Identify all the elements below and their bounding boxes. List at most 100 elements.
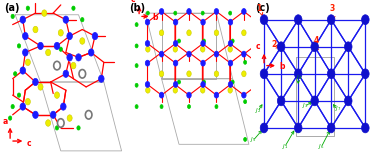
Circle shape (77, 126, 80, 130)
Text: $J_6$: $J_6$ (319, 142, 325, 151)
Circle shape (159, 71, 164, 77)
Circle shape (260, 69, 268, 79)
Text: c: c (255, 42, 260, 51)
Circle shape (54, 42, 60, 50)
Circle shape (311, 96, 319, 106)
Circle shape (174, 60, 178, 66)
Circle shape (228, 41, 233, 46)
Circle shape (203, 39, 206, 43)
Circle shape (17, 93, 21, 97)
Circle shape (63, 70, 69, 77)
Circle shape (203, 80, 206, 84)
Circle shape (145, 19, 150, 25)
Circle shape (135, 105, 138, 109)
Circle shape (17, 44, 21, 48)
Circle shape (214, 51, 219, 57)
Circle shape (63, 16, 69, 23)
Circle shape (160, 105, 163, 109)
Circle shape (57, 119, 64, 127)
Circle shape (50, 111, 56, 118)
Circle shape (361, 69, 369, 79)
Circle shape (187, 30, 191, 36)
Circle shape (20, 67, 26, 74)
Circle shape (58, 30, 64, 36)
Text: $J_5$: $J_5$ (250, 135, 257, 144)
Circle shape (277, 42, 285, 52)
Circle shape (20, 16, 26, 23)
Circle shape (174, 11, 177, 15)
Circle shape (187, 51, 191, 57)
Text: $J_7$: $J_7$ (335, 104, 342, 113)
Circle shape (311, 42, 319, 52)
Circle shape (8, 116, 12, 120)
Circle shape (294, 15, 302, 25)
Circle shape (228, 82, 233, 87)
Circle shape (25, 59, 30, 66)
Circle shape (135, 64, 138, 68)
Circle shape (327, 123, 335, 133)
Circle shape (79, 70, 85, 78)
Circle shape (231, 80, 234, 84)
Circle shape (173, 46, 178, 52)
Circle shape (67, 32, 73, 40)
Text: $J_2$: $J_2$ (255, 105, 262, 114)
Circle shape (201, 11, 204, 15)
Circle shape (71, 62, 76, 69)
Circle shape (187, 105, 191, 109)
Circle shape (80, 38, 85, 44)
Circle shape (76, 54, 81, 61)
Circle shape (81, 18, 84, 22)
Circle shape (187, 92, 191, 98)
Circle shape (214, 9, 219, 14)
Circle shape (174, 19, 178, 25)
Circle shape (344, 42, 352, 52)
Circle shape (92, 32, 98, 40)
Circle shape (145, 60, 150, 66)
Circle shape (327, 15, 335, 25)
Circle shape (361, 15, 369, 25)
Circle shape (14, 72, 17, 76)
Circle shape (146, 11, 149, 15)
Circle shape (201, 82, 205, 87)
Circle shape (54, 92, 59, 98)
Circle shape (229, 11, 232, 15)
Circle shape (174, 82, 178, 87)
Circle shape (33, 111, 38, 118)
Circle shape (159, 30, 164, 36)
Text: (c): (c) (255, 3, 270, 13)
Circle shape (33, 26, 38, 33)
Circle shape (200, 46, 205, 52)
Circle shape (242, 30, 246, 36)
Circle shape (54, 61, 60, 70)
Circle shape (187, 71, 191, 77)
Circle shape (88, 49, 94, 56)
Circle shape (344, 96, 352, 106)
Text: $J_3$: $J_3$ (302, 101, 309, 110)
Circle shape (20, 103, 26, 110)
Circle shape (159, 51, 164, 57)
Circle shape (178, 80, 181, 84)
Circle shape (277, 96, 285, 106)
Circle shape (99, 75, 104, 82)
Circle shape (201, 19, 205, 25)
Text: (b): (b) (129, 3, 145, 13)
Circle shape (85, 111, 92, 119)
Circle shape (178, 39, 181, 43)
Circle shape (201, 60, 205, 66)
Circle shape (244, 100, 246, 104)
Circle shape (72, 6, 75, 10)
Text: c: c (26, 139, 31, 148)
Circle shape (242, 51, 246, 57)
Circle shape (294, 123, 302, 133)
Circle shape (201, 41, 205, 46)
Text: b: b (153, 13, 158, 22)
Text: $J_1$: $J_1$ (282, 142, 288, 151)
Circle shape (55, 126, 59, 130)
Circle shape (11, 14, 14, 19)
Circle shape (214, 71, 219, 77)
Circle shape (46, 49, 51, 56)
Circle shape (146, 46, 150, 52)
Circle shape (67, 54, 73, 61)
Circle shape (173, 87, 178, 93)
Circle shape (23, 32, 28, 40)
